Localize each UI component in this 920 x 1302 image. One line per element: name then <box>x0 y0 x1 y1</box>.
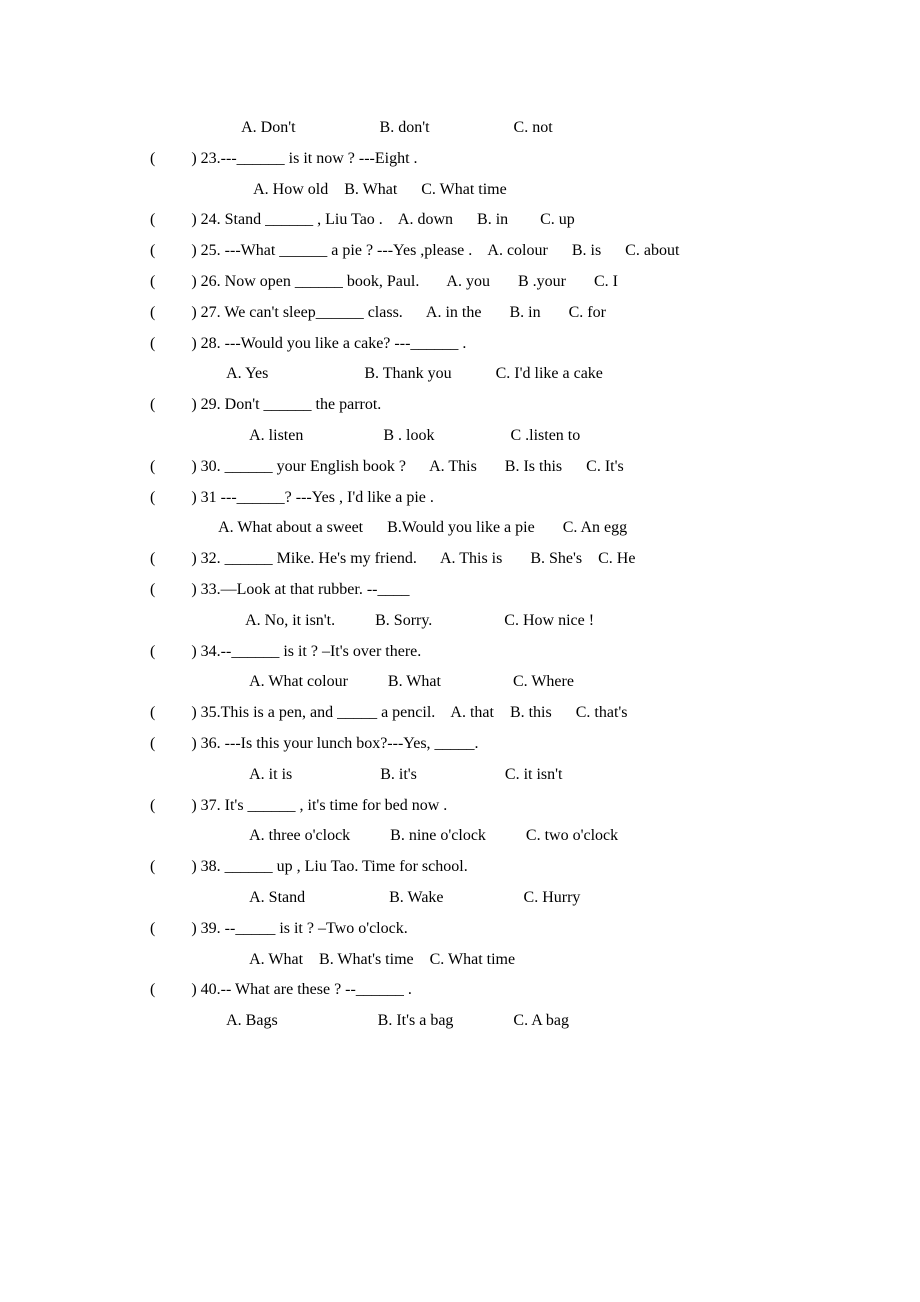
q34-stem: ( ) 34.--______ is it ? –It's over there… <box>150 638 770 667</box>
q26: ( ) 26. Now open ______ book, Paul. A. y… <box>150 268 770 297</box>
q28-stem: ( ) 28. ---Would you like a cake? ---___… <box>150 330 770 359</box>
q35: ( ) 35.This is a pen, and _____ a pencil… <box>150 699 770 728</box>
q34-options: A. What colour B. What C. Where <box>150 668 770 697</box>
q33-options: A. No, it isn't. B. Sorry. C. How nice ! <box>150 607 770 636</box>
q39-stem: ( ) 39. --_____ is it ? –Two o'clock. <box>150 915 770 944</box>
q37-options: A. three o'clock B. nine o'clock C. two … <box>150 822 770 851</box>
q36-stem: ( ) 36. ---Is this your lunch box?---Yes… <box>150 730 770 759</box>
q31-stem: ( ) 31 ---______? ---Yes , I'd like a pi… <box>150 484 770 513</box>
q29-options: A. listen B . look C .listen to <box>150 422 770 451</box>
q33-stem: ( ) 33.—Look at that rubber. --____ <box>150 576 770 605</box>
q40-stem: ( ) 40.-- What are these ? --______ . <box>150 976 770 1005</box>
q28-options: A. Yes B. Thank you C. I'd like a cake <box>150 360 770 389</box>
q37-stem: ( ) 37. It's ______ , it's time for bed … <box>150 792 770 821</box>
q25: ( ) 25. ---What ______ a pie ? ---Yes ,p… <box>150 237 770 266</box>
q22-options: A. Don't B. don't C. not <box>150 114 770 143</box>
q38-options: A. Stand B. Wake C. Hurry <box>150 884 770 913</box>
q23-options: A. How old B. What C. What time <box>150 176 770 205</box>
q32: ( ) 32. ______ Mike. He's my friend. A. … <box>150 545 770 574</box>
q24: ( ) 24. Stand ______ , Liu Tao . A. down… <box>150 206 770 235</box>
q29-stem: ( ) 29. Don't ______ the parrot. <box>150 391 770 420</box>
q30: ( ) 30. ______ your English book ? A. Th… <box>150 453 770 482</box>
q27: ( ) 27. We can't sleep______ class. A. i… <box>150 299 770 328</box>
q36-options: A. it is B. it's C. it isn't <box>150 761 770 790</box>
q38-stem: ( ) 38. ______ up , Liu Tao. Time for sc… <box>150 853 770 882</box>
q40-options: A. Bags B. It's a bag C. A bag <box>150 1007 770 1036</box>
document-content: A. Don't B. don't C. not ( ) 23.---_____… <box>150 114 770 1036</box>
q23-stem: ( ) 23.---______ is it now ? ---Eight . <box>150 145 770 174</box>
q39-options: A. What B. What's time C. What time <box>150 946 770 975</box>
q31-options: A. What about a sweet B.Would you like a… <box>150 514 770 543</box>
